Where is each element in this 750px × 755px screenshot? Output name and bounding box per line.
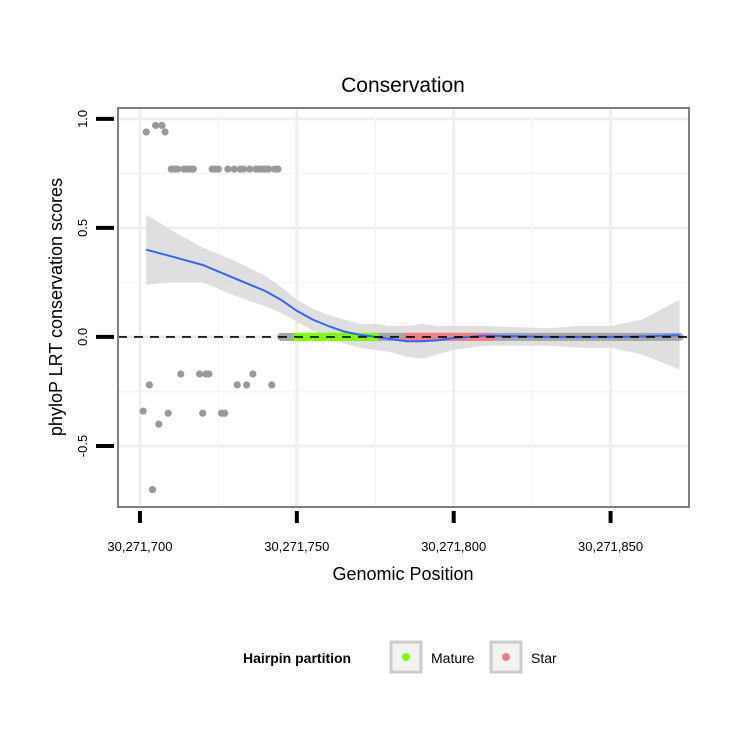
y-tick-label: -0.5 [75,435,90,457]
data-point [221,409,229,417]
confidence-ribbon-layer [146,214,680,370]
data-point [142,128,150,136]
data-point [268,381,276,389]
legend-label-mature: Mature [431,650,475,666]
data-point [164,409,172,417]
y-axis-label: phyloP LRT conservation scores [46,178,66,436]
data-point [148,485,157,494]
data-point [152,121,160,130]
data-point [199,409,207,417]
data-point [249,370,257,378]
y-tick-label: 1.0 [75,110,90,128]
data-point [264,165,273,173]
confidence-ribbon [146,214,680,370]
y-axis: -0.5 0.0 0.5 1.0 [75,110,114,457]
y-tick-label: 0.0 [75,328,90,346]
legend-swatch-mature [402,653,410,661]
legend-label-star: Star [531,650,557,666]
data-point [174,165,182,173]
data-point [224,165,232,173]
points-layer [139,121,282,494]
data-point [161,128,169,136]
grid [118,108,689,507]
x-tick-label: 30,271,850 [578,539,643,554]
legend-swatch-star [502,653,510,661]
data-point [239,165,248,173]
data-point [145,381,153,389]
x-tick-label: 30,271,750 [264,539,329,554]
data-point [274,165,282,173]
y-tick-label: 0.5 [75,219,90,237]
data-point [158,121,166,130]
data-point [205,370,213,378]
legend-title: Hairpin partition [243,650,351,666]
legend: Hairpin partition Mature Star [243,640,557,674]
x-tick-label: 30,271,800 [421,539,486,554]
data-point [246,165,254,173]
plot-panel [118,108,689,507]
data-point [195,370,204,378]
data-point [233,381,241,389]
data-point [177,370,185,378]
data-point [189,165,197,173]
chart-title: Conservation [341,74,465,97]
plot-panel-border [117,107,690,508]
data-point [139,407,147,415]
x-axis: 30,271,700 30,271,750 30,271,800 30,271,850 [107,511,643,554]
x-axis-label: Genomic Position [332,564,473,584]
data-point [230,165,238,173]
data-point [155,420,163,428]
data-point [214,165,222,173]
data-point [243,381,251,389]
x-tick-label: 30,271,700 [107,539,172,554]
